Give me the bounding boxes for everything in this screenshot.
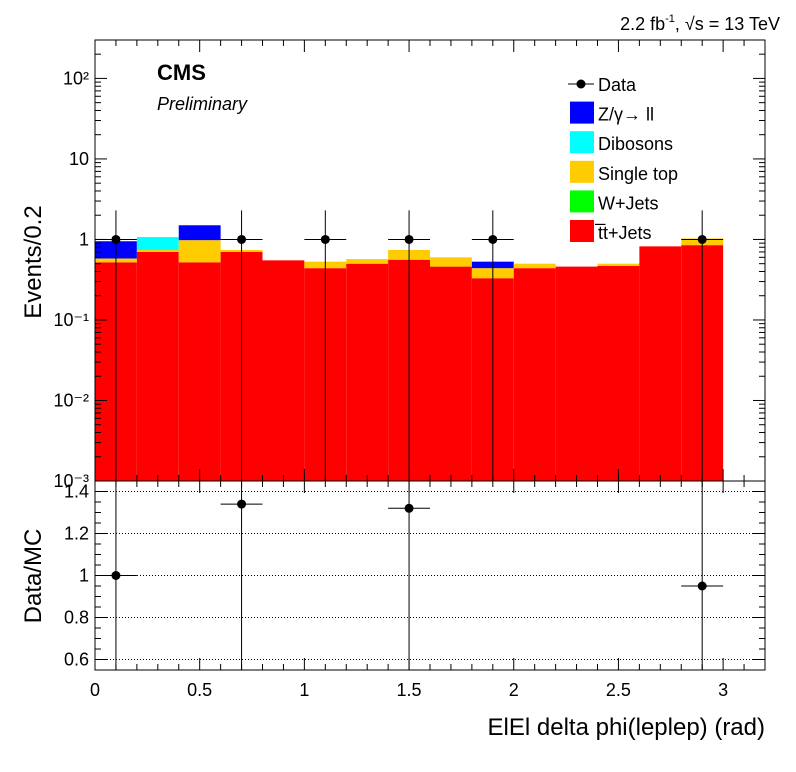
data-point [320,234,330,244]
x-tick-label: 0.5 [187,680,212,700]
stack-bar [597,263,640,266]
data-point [697,234,707,244]
ratio-panel: 0.6 0.8 1 1.2 1.4 0 0.5 1 1.5 2 2.5 3 Data/MC ElEl… [20,480,766,741]
ratio-y-axis-label: Data/MC [20,529,47,624]
data-point [237,234,247,244]
stack-bar [513,263,556,269]
stack-bar [346,263,389,481]
legend-marker-data [576,79,586,89]
legend-label: Dibosons [598,134,673,154]
y-tick-label: 1 [79,566,89,586]
ratio-point [404,503,414,513]
stack-bar [136,237,179,250]
main-y-axis-label: Events/0.2 [20,205,47,318]
stack-bar [430,257,472,267]
stack-bar [346,259,389,264]
legend-swatch [570,131,594,154]
main-y-ticks: 10⁻³ 10⁻² 10⁻¹ 1 10 10² [53,39,765,491]
legend-swatch [570,101,594,124]
y-tick-label: 10⁻³ [53,471,89,491]
stack-bar [178,240,221,263]
y-tick-label: 1.2 [64,524,89,544]
data-point [111,234,121,244]
data-point [488,234,498,244]
ratio-plot-frame [94,480,766,671]
data-point [404,234,414,244]
x-tick-label: 1 [299,680,309,700]
ratio-point [697,581,707,591]
cms-label: CMS [157,60,206,85]
lumi-label: 2.2 fb-1, √s = 13 TeV [620,13,780,34]
x-tick-label: 2.5 [606,680,631,700]
legend-label: Z/γ→ ll [598,105,654,125]
legend-swatch [570,160,594,183]
stack-bar [513,268,556,481]
y-tick-label: 10 [69,149,89,169]
y-tick-label: 1 [79,229,89,249]
stack-bar [639,246,682,481]
legend: Data Z/γ→ ll Dibosons Single top W+Jets t̅t+J… [568,75,678,243]
y-tick-label: 0.8 [64,608,89,628]
stack-bar [136,251,179,481]
y-tick-label: 1.4 [64,482,89,502]
ratio-grid [95,491,765,660]
data-points [95,210,724,481]
legend-label: W+Jets [598,193,659,213]
main-x-ticks [94,40,766,481]
ratio-y-ticks: 0.6 0.8 1 1.2 1.4 [64,482,765,670]
x-tick-label: 0 [90,680,100,700]
stack-bar [178,225,221,241]
ratio-points [95,481,724,670]
stack-bar [555,266,598,481]
preliminary-label: Preliminary [157,94,248,114]
ratio-point [237,499,247,509]
stack-bar [136,249,179,252]
legend-label: Data [598,75,637,95]
x-axis-label: ElEl delta phi(leplep) (rad) [488,714,765,741]
ratio-x-ticks: 0 0.5 1 1.5 2 2.5 3 [90,481,766,700]
y-tick-label: 0.6 [64,650,89,670]
x-tick-label: 3 [718,680,728,700]
legend-label: t̅t+Jets [594,223,651,243]
stack-bar [430,266,472,481]
y-tick-label: 10⁻² [53,390,89,410]
x-tick-label: 2 [509,680,519,700]
legend-swatch [570,220,594,242]
x-tick-label: 1.5 [397,680,422,700]
y-tick-label: 10⁻¹ [53,310,89,330]
stack-bar [178,262,221,481]
main-panel: 10⁻³ 10⁻² 10⁻¹ 1 10 10² CMS Preliminary Event… [20,39,766,491]
legend-label: Single top [598,164,678,184]
stack-bar [597,265,640,481]
ratio-point [111,571,121,580]
legend-swatch [570,190,594,213]
y-tick-label: 10² [63,68,89,88]
stack-bar [262,260,305,481]
